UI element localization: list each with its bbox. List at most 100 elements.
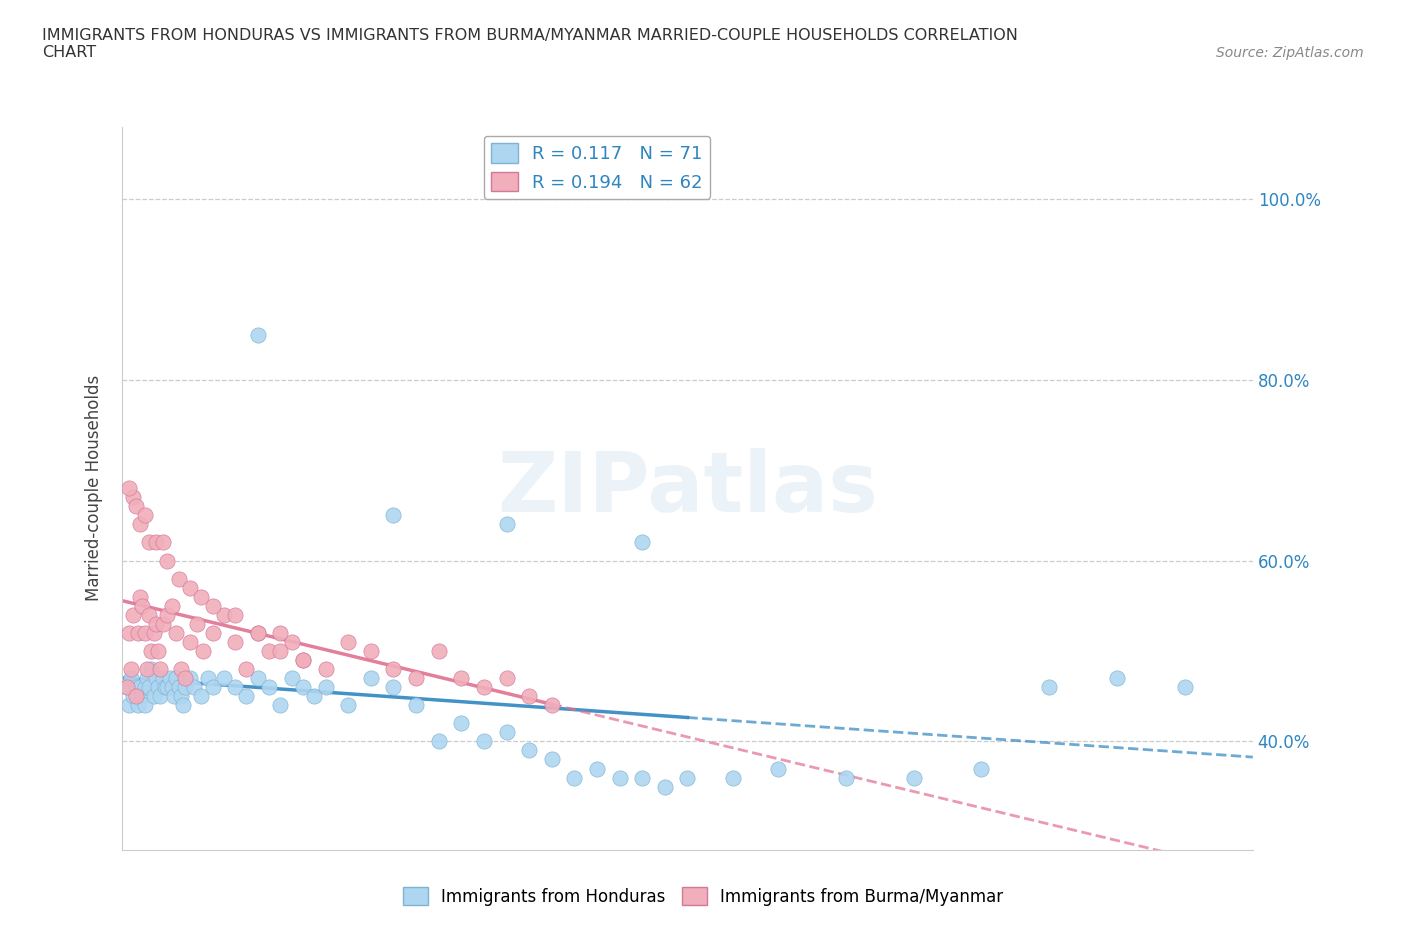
- Point: [145, 617, 167, 631]
- Text: Source: ZipAtlas.com: Source: ZipAtlas.com: [1216, 46, 1364, 60]
- Point: [201, 626, 224, 641]
- Point: [190, 590, 212, 604]
- Point: [564, 770, 586, 785]
- Point: [540, 752, 562, 767]
- Point: [156, 680, 179, 695]
- Point: [152, 671, 174, 685]
- Point: [246, 327, 269, 342]
- Point: [124, 689, 146, 704]
- Point: [257, 644, 280, 658]
- Point: [246, 626, 269, 641]
- Point: [159, 671, 181, 685]
- Point: [172, 698, 194, 712]
- Point: [142, 626, 165, 641]
- Point: [129, 680, 152, 695]
- Legend: Immigrants from Honduras, Immigrants from Burma/Myanmar: Immigrants from Honduras, Immigrants fro…: [396, 881, 1010, 912]
- Point: [201, 598, 224, 613]
- Point: [315, 680, 337, 695]
- Point: [190, 689, 212, 704]
- Point: [120, 661, 142, 676]
- Point: [1038, 680, 1060, 695]
- Point: [291, 653, 314, 668]
- Point: [269, 698, 291, 712]
- Point: [631, 535, 654, 550]
- Point: [127, 626, 149, 641]
- Point: [224, 680, 246, 695]
- Point: [142, 689, 165, 704]
- Point: [186, 617, 208, 631]
- Point: [903, 770, 925, 785]
- Point: [148, 644, 170, 658]
- Point: [156, 553, 179, 568]
- Point: [174, 671, 197, 685]
- Point: [269, 644, 291, 658]
- Point: [122, 689, 145, 704]
- Point: [183, 680, 205, 695]
- Point: [450, 716, 472, 731]
- Point: [131, 689, 153, 704]
- Point: [405, 671, 427, 685]
- Point: [131, 598, 153, 613]
- Point: [495, 724, 517, 739]
- Point: [450, 671, 472, 685]
- Point: [170, 661, 193, 676]
- Point: [405, 698, 427, 712]
- Point: [152, 617, 174, 631]
- Point: [149, 689, 172, 704]
- Point: [129, 590, 152, 604]
- Point: [115, 680, 138, 695]
- Point: [235, 661, 257, 676]
- Point: [360, 671, 382, 685]
- Point: [835, 770, 858, 785]
- Point: [224, 607, 246, 622]
- Point: [291, 653, 314, 668]
- Point: [118, 698, 141, 712]
- Point: [138, 607, 160, 622]
- Point: [427, 734, 450, 749]
- Point: [337, 698, 360, 712]
- Point: [246, 671, 269, 685]
- Point: [141, 644, 163, 658]
- Point: [235, 689, 257, 704]
- Point: [170, 689, 193, 704]
- Point: [212, 607, 235, 622]
- Point: [609, 770, 631, 785]
- Point: [156, 607, 179, 622]
- Point: [136, 671, 159, 685]
- Point: [315, 661, 337, 676]
- Point: [149, 661, 172, 676]
- Point: [193, 644, 215, 658]
- Point: [304, 689, 326, 704]
- Point: [654, 779, 676, 794]
- Point: [586, 761, 609, 776]
- Point: [163, 689, 186, 704]
- Point: [540, 698, 562, 712]
- Point: [118, 626, 141, 641]
- Point: [124, 680, 146, 695]
- Point: [165, 626, 187, 641]
- Point: [631, 770, 654, 785]
- Point: [766, 761, 789, 776]
- Point: [153, 680, 176, 695]
- Point: [269, 626, 291, 641]
- Point: [1107, 671, 1129, 685]
- Point: [280, 671, 302, 685]
- Point: [495, 671, 517, 685]
- Point: [134, 698, 156, 712]
- Point: [212, 671, 235, 685]
- Point: [382, 680, 405, 695]
- Point: [120, 671, 142, 685]
- Point: [970, 761, 993, 776]
- Point: [141, 661, 163, 676]
- Point: [495, 517, 517, 532]
- Point: [517, 743, 540, 758]
- Point: [360, 644, 382, 658]
- Point: [427, 644, 450, 658]
- Point: [129, 517, 152, 532]
- Point: [134, 508, 156, 523]
- Point: [165, 671, 187, 685]
- Point: [134, 626, 156, 641]
- Point: [167, 571, 190, 586]
- Point: [179, 580, 201, 595]
- Point: [138, 680, 160, 695]
